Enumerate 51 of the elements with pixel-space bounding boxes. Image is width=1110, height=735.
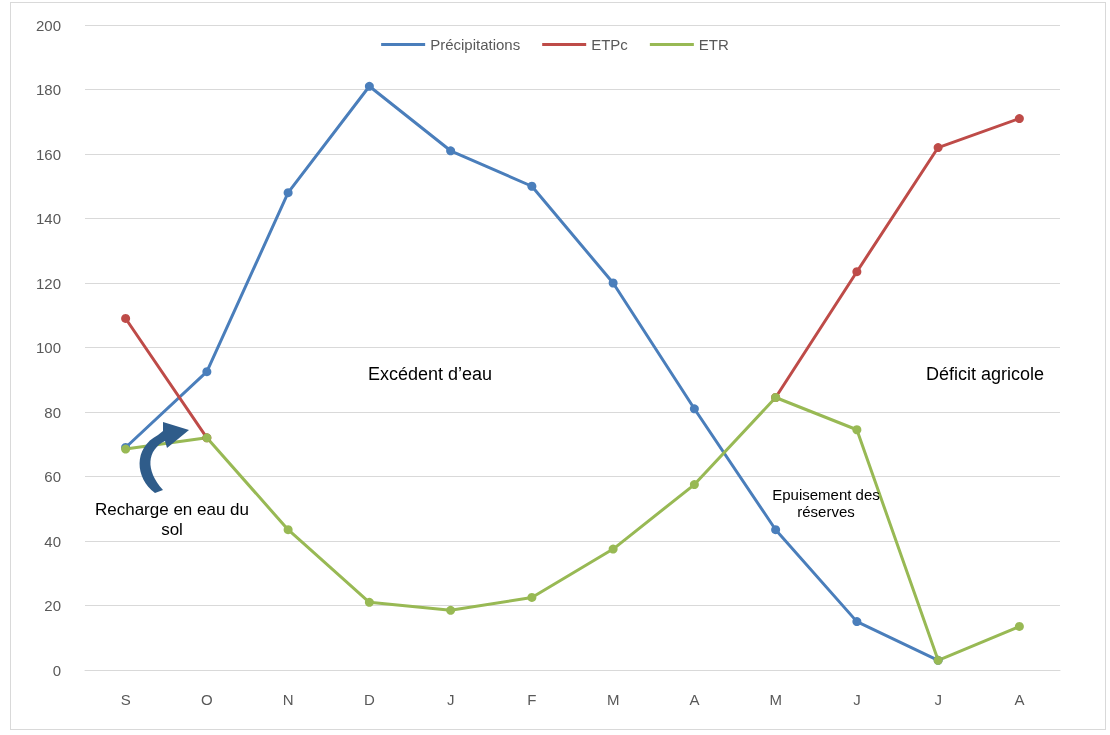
x-tick-label: S (120, 691, 131, 708)
y-tick-label: 0 (52, 661, 61, 679)
point (364, 597, 374, 607)
x-tick-label: M (769, 691, 782, 708)
y-tick-label: 180 (35, 81, 61, 98)
x-tick-label: J (934, 691, 942, 708)
legend-label: ETPc (591, 36, 629, 53)
point (202, 367, 212, 377)
x-tick-label: J (853, 691, 861, 708)
point (852, 425, 862, 435)
point (689, 404, 699, 414)
legend-label: Précipitations (430, 36, 521, 53)
point (852, 267, 862, 277)
legend-label: ETR (698, 36, 730, 53)
x-tick-label: A (1014, 691, 1025, 708)
point (121, 313, 131, 323)
point (1014, 114, 1024, 124)
y-tick-label: 60 (44, 468, 61, 485)
point (852, 617, 862, 627)
y-tick-label: 20 (44, 597, 61, 614)
y-tick-label: 140 (35, 210, 61, 227)
point (771, 525, 781, 535)
point (689, 480, 699, 490)
x-tick-label: D (363, 691, 375, 708)
x-tick-label: F (527, 691, 537, 708)
y-tick-label: 100 (35, 339, 61, 356)
x-tick-label: A (689, 691, 700, 708)
annotation: Recharge en eau du sol (93, 500, 251, 540)
point (527, 181, 537, 191)
y-tick-label: 40 (44, 532, 61, 550)
x-tick-label: O (201, 691, 213, 708)
point (608, 278, 618, 288)
point (283, 525, 293, 535)
x-tick-label: N (282, 691, 294, 708)
annotation: Déficit agricole (924, 364, 1045, 385)
y-tick-label: 120 (35, 274, 61, 292)
point (933, 143, 943, 153)
point (527, 592, 537, 602)
point (446, 605, 456, 615)
x-tick-label: J (446, 691, 455, 708)
y-tick-label: 80 (44, 403, 61, 421)
point (608, 544, 618, 554)
y-tick-label: 200 (35, 16, 61, 34)
point (283, 188, 293, 198)
point (1014, 621, 1024, 631)
annotation: Epuisement des réserves (771, 486, 881, 520)
y-tick-label: 160 (35, 145, 61, 163)
annotation: Excédent d’eau (366, 364, 494, 385)
point (364, 81, 374, 91)
x-tick-label: M (606, 691, 620, 708)
point (446, 146, 456, 156)
